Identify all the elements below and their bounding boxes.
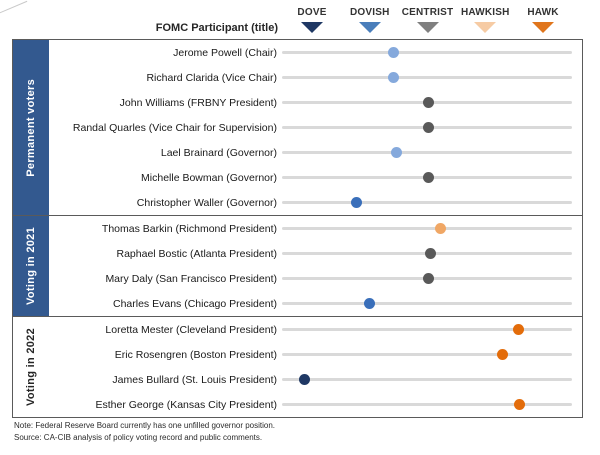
group-rows: Thomas Barkin (Richmond President) Raphae…	[49, 216, 582, 316]
stance-dot	[391, 147, 403, 158]
stance-track	[282, 353, 572, 356]
stance-dot	[512, 324, 524, 335]
stance-dot	[423, 273, 434, 284]
group-rows: Loretta Mester (Cleveland President) Eric…	[49, 317, 582, 417]
participant-name: Lael Brainard (Governor)	[160, 146, 277, 159]
stance-track	[282, 328, 572, 331]
triangle-marker-icon	[532, 22, 554, 33]
stance-dot	[388, 72, 400, 83]
stance-dot	[423, 97, 434, 108]
stance-track	[282, 302, 572, 305]
participant-name: Michelle Bowman (Governor)	[141, 171, 277, 184]
participant-name: Jerome Powell (Chair)	[173, 46, 277, 59]
group-rows: Jerome Powell (Chair) Richard Clarida (Vi…	[49, 40, 582, 215]
participant-row: James Bullard (St. Louis President)	[49, 367, 582, 392]
participant-row: Esther George (Kansas City President)	[49, 392, 582, 417]
triangle-marker-icon	[474, 22, 497, 33]
stance-track	[282, 201, 572, 204]
stance-track	[282, 76, 572, 79]
stance-dot	[424, 248, 436, 259]
stance-dot	[298, 374, 310, 385]
group-label: Voting in 2022	[13, 317, 49, 417]
footnote-note: Note: Federal Reserve Board currently ha…	[14, 421, 276, 430]
stance-dot	[363, 298, 375, 309]
participant-name: Eric Rosengren (Boston President)	[114, 348, 277, 361]
chart-panel: Permanent voters Jerome Powell (Chair) Ric…	[12, 39, 583, 418]
legend-item-centrist: CENTRIST	[386, 7, 470, 33]
legend-item-dovish: DOVISH	[328, 7, 412, 33]
legend-item-hawkish: HAWKISH	[443, 7, 527, 33]
stance-track	[282, 227, 572, 230]
stance-dot	[423, 172, 434, 183]
participant-row: Jerome Powell (Chair)	[49, 40, 582, 65]
participant-name: Richard Clarida (Vice Chair)	[146, 71, 277, 84]
legend-label: DOVE	[297, 7, 327, 18]
stance-track	[282, 378, 572, 381]
stance-dot	[434, 223, 446, 234]
participant-row: Loretta Mester (Cleveland President)	[49, 317, 582, 342]
participant-row: John Williams (FRBNY President)	[49, 90, 582, 115]
stance-dot	[423, 122, 434, 133]
stance-track	[282, 403, 572, 406]
stance-dot	[350, 197, 362, 208]
legend-item-hawk: HAWK	[501, 7, 585, 33]
stance-dot	[513, 399, 525, 410]
participant-name: Charles Evans (Chicago President)	[113, 297, 277, 310]
participant-name: Christopher Waller (Governor)	[136, 196, 277, 209]
group-label: Voting in 2021	[13, 216, 49, 316]
triangle-marker-icon	[358, 22, 381, 33]
footnote-source: Source: CA-CIB analysis of policy voting…	[14, 433, 263, 442]
group-label-text: Permanent voters	[25, 78, 37, 177]
participant-row: Charles Evans (Chicago President)	[49, 291, 582, 316]
participant-name: John Williams (FRBNY President)	[119, 96, 277, 109]
stance-track	[282, 151, 572, 154]
participant-name: Thomas Barkin (Richmond President)	[101, 222, 277, 235]
participant-column-header: FOMC Participant (title)	[155, 22, 278, 34]
participant-name: Raphael Bostic (Atlanta President)	[116, 247, 278, 260]
participant-row: Randal Quarles (Vice Chair for Supervisi…	[49, 115, 582, 140]
participant-row: Lael Brainard (Governor)	[49, 140, 582, 165]
participant-name: Randal Quarles (Vice Chair for Supervisi…	[72, 121, 277, 134]
legend-label: CENTRIST	[401, 7, 454, 18]
legend-item-dove: DOVE	[270, 7, 354, 33]
participant-row: Raphael Bostic (Atlanta President)	[49, 241, 582, 266]
voter-group-section: Voting in 2021 Thomas Barkin (Richmond Pr…	[12, 215, 583, 317]
legend-label: HAWKISH	[460, 7, 510, 18]
participant-name: Loretta Mester (Cleveland President)	[105, 323, 277, 336]
stance-dot	[496, 349, 508, 360]
stance-track	[282, 51, 572, 54]
participant-row: Michelle Bowman (Governor)	[49, 165, 582, 190]
stance-dot	[388, 47, 400, 58]
participant-name: Esther George (Kansas City President)	[95, 398, 278, 411]
voter-group-section: Voting in 2022 Loretta Mester (Cleveland …	[12, 316, 583, 418]
triangle-marker-icon	[416, 22, 439, 33]
participant-row: Richard Clarida (Vice Chair)	[49, 65, 582, 90]
group-label: Permanent voters	[13, 40, 49, 215]
voter-group-section: Permanent voters Jerome Powell (Chair) Ric…	[12, 39, 583, 216]
group-label-text: Voting in 2022	[25, 328, 37, 406]
participant-name: James Bullard (St. Louis President)	[112, 373, 277, 386]
participant-row: Mary Daly (San Francisco President)	[49, 266, 582, 291]
group-label-text: Voting in 2021	[25, 227, 37, 305]
participant-name: Mary Daly (San Francisco President)	[105, 272, 277, 285]
triangle-marker-icon	[301, 22, 323, 33]
legend-label: HAWK	[527, 7, 559, 18]
participant-row: Christopher Waller (Governor)	[49, 190, 582, 215]
corner-mark	[0, 0, 28, 15]
participant-row: Thomas Barkin (Richmond President)	[49, 216, 582, 241]
legend-label: DOVISH	[349, 7, 390, 18]
participant-row: Eric Rosengren (Boston President)	[49, 342, 582, 367]
